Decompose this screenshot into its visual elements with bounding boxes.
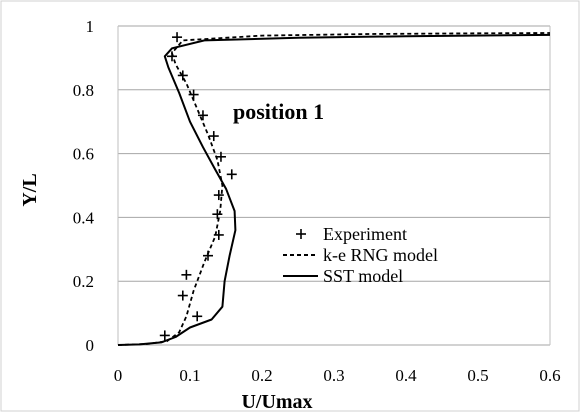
legend-label-sst: SST model — [323, 266, 403, 286]
x-tick-label: 0.4 — [395, 366, 417, 385]
experiment-data-point — [213, 190, 224, 201]
annotation-position-label: position 1 — [233, 99, 324, 124]
y-axis-title: Y/L — [19, 173, 41, 206]
experiment-data-point — [192, 311, 203, 322]
y-tick-label: 0.6 — [73, 145, 94, 164]
x-tick-label: 0 — [114, 366, 123, 385]
experiment-data-point — [177, 290, 188, 301]
legend-label-ke-rng: k-e RNG model — [323, 245, 438, 265]
experiment-data-point — [215, 151, 226, 162]
x-tick-label: 0.1 — [179, 366, 200, 385]
experiment-data-point — [181, 269, 192, 280]
gridlines — [118, 25, 550, 346]
legend: Experiment k-e RNG model SST model — [283, 224, 438, 286]
x-tick-label: 0.6 — [539, 366, 560, 385]
x-axis-title: U/Umax — [241, 391, 312, 413]
legend-plus-symbol — [296, 229, 306, 239]
series-ke-rng-line — [117, 32, 551, 346]
y-tick-label: 0.2 — [73, 272, 94, 291]
y-tick-labels: 0 0.2 0.4 0.6 0.8 1 — [73, 17, 95, 355]
experiment-data-point — [197, 110, 208, 121]
y-tick-label: 0.4 — [73, 208, 95, 227]
series-layer — [117, 32, 551, 346]
legend-label-experiment: Experiment — [323, 224, 407, 244]
y-tick-label: 0.8 — [73, 81, 94, 100]
experiment-data-point — [172, 32, 183, 43]
x-tick-labels: 0 0.1 0.2 0.3 0.4 0.5 0.6 — [114, 366, 561, 385]
legend-item-experiment: Experiment — [296, 224, 407, 244]
experiment-data-point — [212, 209, 223, 220]
x-tick-label: 0.3 — [323, 366, 344, 385]
y-tick-label: 0 — [86, 336, 95, 355]
legend-item-sst: SST model — [283, 266, 403, 286]
experiment-data-point — [226, 169, 237, 180]
legend-item-ke-rng: k-e RNG model — [283, 245, 438, 265]
y-tick-label: 1 — [86, 17, 95, 36]
legend-experiment-plus-marker — [296, 229, 306, 239]
series-experiment-markers — [159, 32, 237, 341]
x-tick-label: 0.5 — [467, 366, 488, 385]
x-tick-label: 0.2 — [251, 366, 272, 385]
experiment-data-point — [208, 131, 219, 142]
series-sst-line — [117, 33, 551, 346]
experiment-data-point — [159, 330, 170, 341]
